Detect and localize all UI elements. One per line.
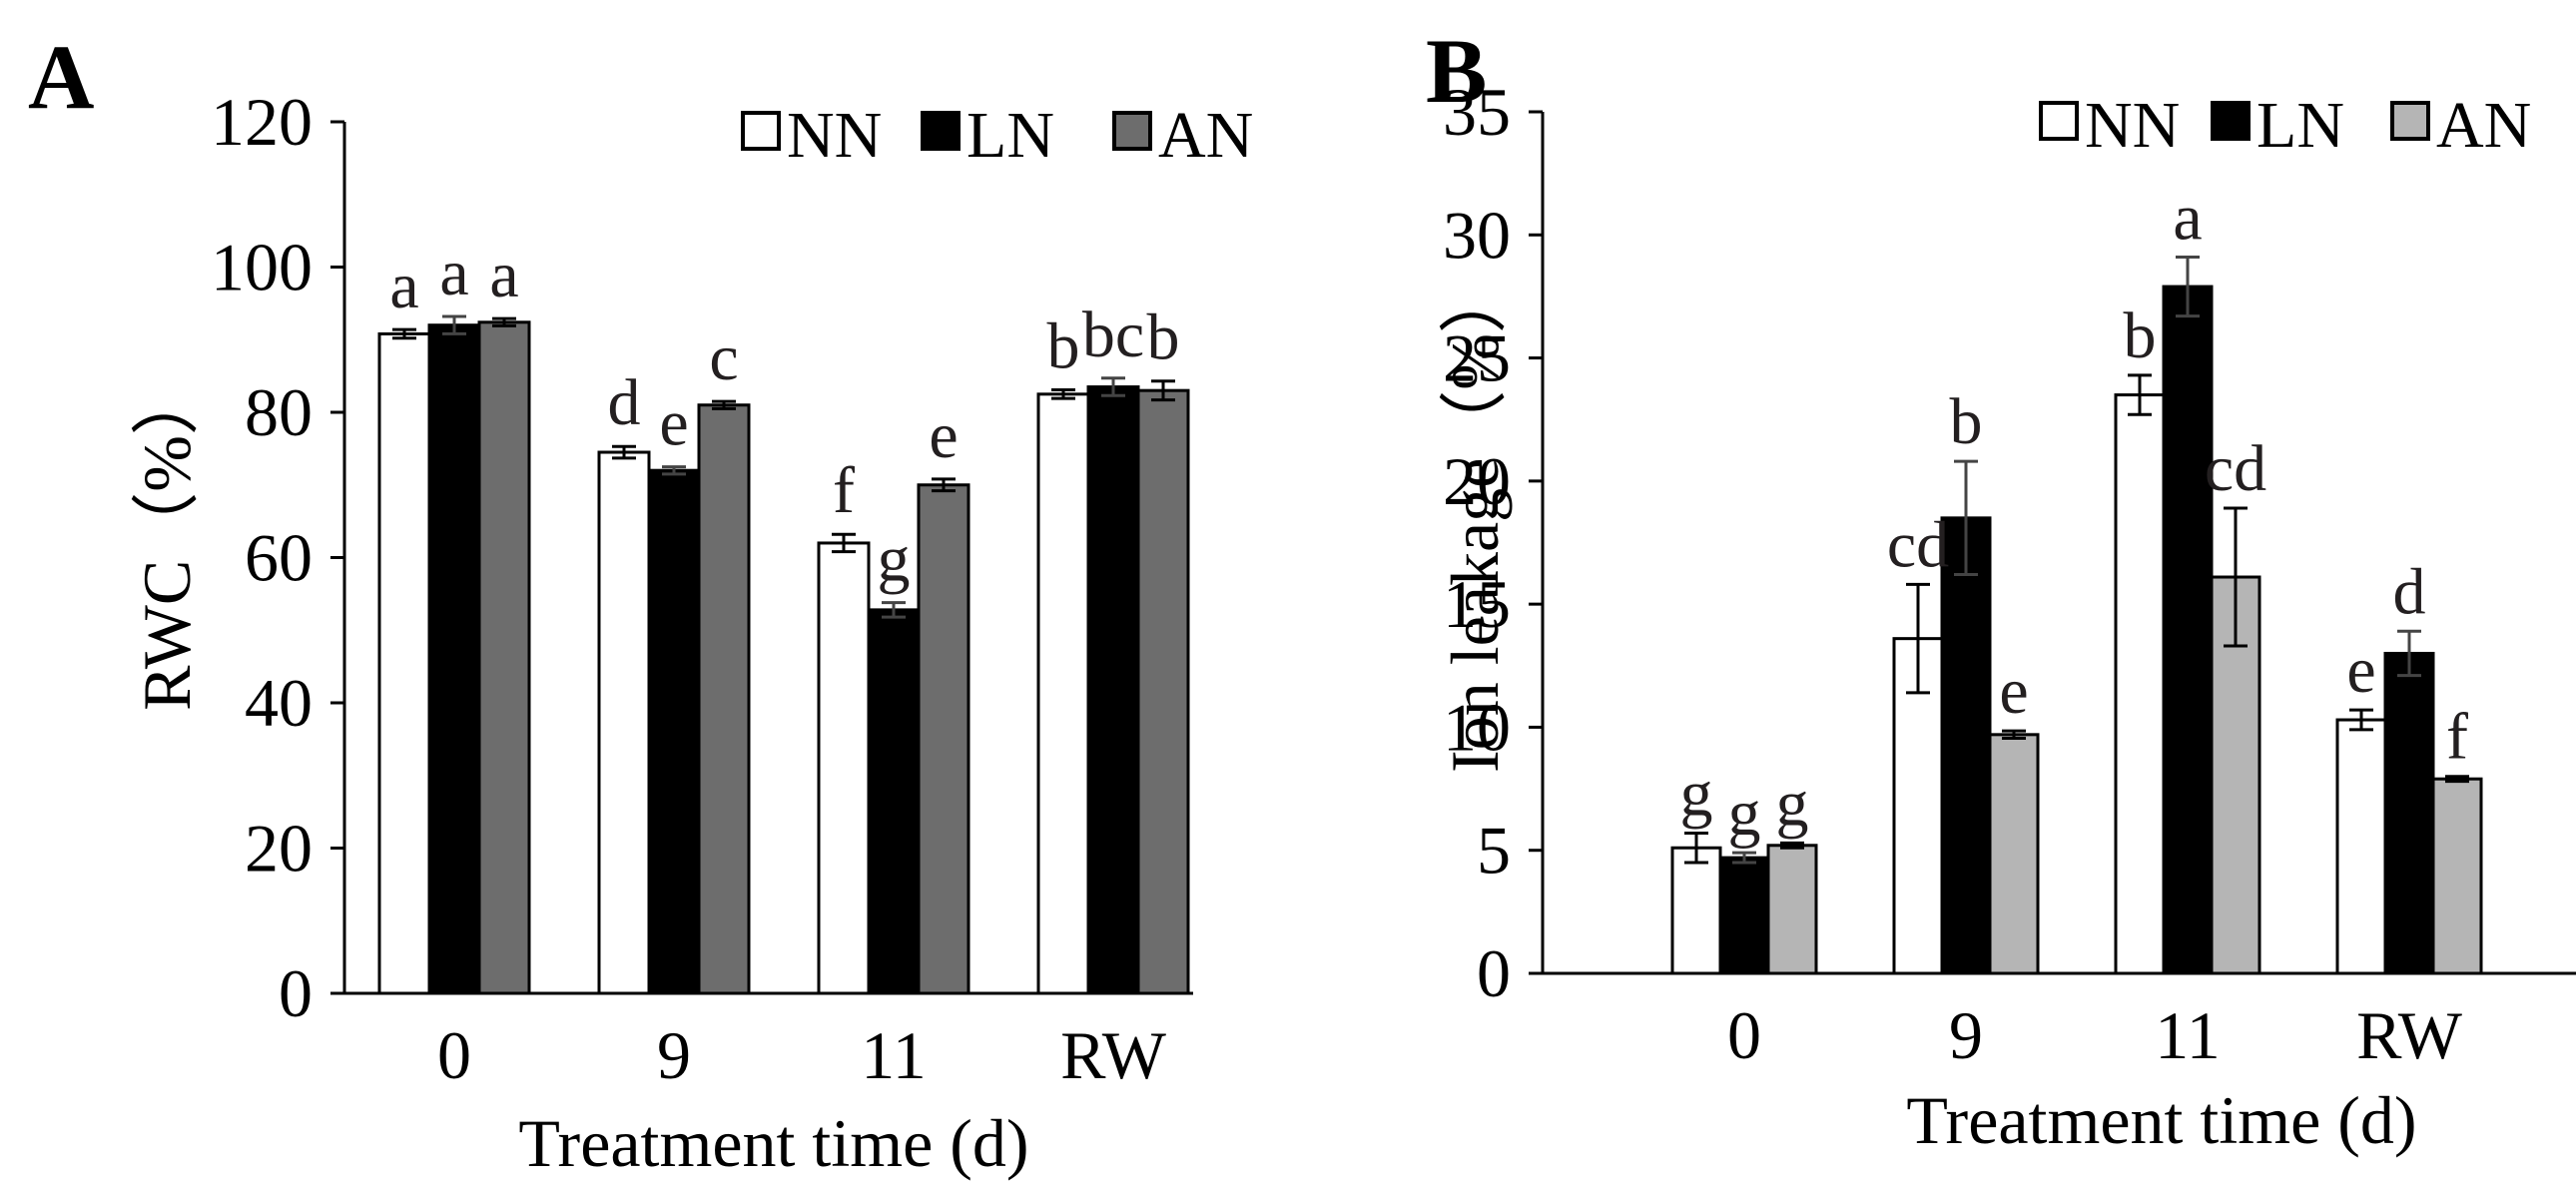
panel-a-bar-an	[697, 403, 751, 995]
panel-a-legend-label-nn: NN	[787, 99, 882, 172]
panel-a-significance-label: b	[1047, 309, 1080, 382]
panel-a-bar-ln	[867, 608, 921, 995]
panel-b-legend-swatch-nn	[2039, 101, 2079, 141]
panel-a-significance-label: e	[659, 387, 688, 460]
panel-b-bar-ln	[2383, 651, 2435, 975]
panel-b-legend-swatch-ln	[2211, 101, 2251, 141]
panel-a-legend-swatch-nn	[741, 111, 781, 151]
panel-b-y-tick-label: 5	[1477, 813, 1511, 889]
panel-a-significance-label: f	[833, 454, 855, 527]
panel-b-y-tick-label: 30	[1443, 197, 1511, 273]
panel-a-significance-label: bc	[1082, 299, 1144, 371]
panel-a-bar-nn	[597, 450, 651, 995]
panel-b-bar-nn	[1670, 846, 1722, 975]
panel-b-x-axis-title: Treatment time (d)	[1906, 1082, 2416, 1158]
panel-a-y-tick-label: 120	[211, 84, 313, 160]
panel-b-bar-an	[1766, 844, 1818, 975]
panel-b-ticks: 0 5 10 15 20 25 30 35 0 9 11 RW	[1443, 74, 2463, 1073]
panel-b-bar-ln	[2162, 285, 2214, 975]
panel-b-y-tick-label: 20	[1443, 443, 1511, 519]
panel-b-x-tick-label: 0	[1727, 997, 1761, 1073]
panel-b-x-tick-label: RW	[2356, 997, 2463, 1073]
panel-b-legend-label-an: AN	[2436, 89, 2531, 162]
panel-b-y-tick-label: 10	[1443, 689, 1511, 765]
panel-a-y-axis-title: RWC（%）	[129, 367, 205, 711]
panel-a-bar-nn	[817, 541, 871, 995]
panel-a-significance-label: a	[489, 239, 518, 311]
panel-a-y-tick-label: 0	[279, 955, 313, 1031]
panel-a-letter: A	[28, 26, 94, 128]
panel-a-legend-swatch-an	[1112, 111, 1152, 151]
panel-b-significance-label: b	[1950, 385, 1983, 458]
panel-a-y-tick-label: 20	[245, 811, 313, 887]
panel-a-significance-label: g	[878, 523, 911, 596]
panel-b-bar-nn	[2114, 393, 2166, 975]
panel-b-x-tick-label: 11	[2155, 997, 2220, 1073]
panel-a-bars	[377, 314, 1190, 995]
panel-b-significance-label: g	[1776, 767, 1809, 840]
panel-b-y-tick-label: 35	[1443, 74, 1511, 150]
panel-b-y-tick-label: 25	[1443, 320, 1511, 396]
panel-b-legend-swatch-an	[2390, 101, 2430, 141]
panel-b-x-tick-label: 9	[1949, 997, 1983, 1073]
panel-a-y-tick-label: 40	[245, 665, 313, 741]
panel-b-significance-label: g	[1680, 757, 1713, 830]
panel-a-significance-label: e	[929, 399, 958, 472]
panel-a-y-tick-label: 60	[245, 520, 313, 596]
panel-a-bar-an	[1136, 388, 1190, 995]
panel-a-x-tick-label: RW	[1060, 1017, 1167, 1093]
panel-b-significance-label: d	[2393, 555, 2426, 628]
panel-b-bar-nn	[1892, 637, 1944, 975]
panel-b-bar-nn	[2335, 718, 2387, 975]
panel-b-legend: NN LN AN	[2039, 89, 2531, 162]
panel-b-y-axis-title: Ion leakage（%）	[1437, 266, 1513, 773]
panel-a-x-tick-label: 9	[657, 1017, 691, 1093]
panel-a-bar-ln	[427, 323, 481, 995]
panel-b-significance-label: b	[2124, 299, 2157, 372]
panel-b-letter: B	[1426, 20, 1487, 122]
panel-a-legend-label-an: AN	[1158, 99, 1253, 172]
panel-b-legend-label-ln: LN	[2256, 89, 2344, 162]
panel-a-x-tick-label: 0	[437, 1017, 471, 1093]
panel-b-legend-label-nn: NN	[2085, 89, 2180, 162]
panel-a-bar-an	[917, 483, 970, 995]
panel-a-bar-nn	[1036, 392, 1090, 995]
panel-a-significance-label: d	[608, 366, 641, 439]
panel-a-ticks: 0 20 40 60 80 100 120 0 9 11 RW	[211, 84, 1167, 1093]
panel-a-significance-label: a	[389, 250, 418, 322]
panel-a-legend-label-ln: LN	[966, 99, 1054, 172]
panel-a-bar-ln	[647, 468, 701, 995]
panel-b-significance-label: e	[2346, 634, 2375, 707]
panel-b-significance-label: g	[1728, 777, 1761, 850]
panel-a-y-tick-label: 100	[211, 230, 313, 305]
panel-b-significance-label: cd	[1887, 508, 1949, 581]
panel-a-significance-label: a	[439, 237, 468, 309]
panel-a-y-tick-label: 80	[245, 374, 313, 450]
panel-b-significance-label: f	[2446, 701, 2468, 774]
panel-a-x-tick-label: 11	[861, 1017, 926, 1093]
panel-a-x-axis-title: Treatment time (d)	[518, 1105, 1028, 1181]
panel-a-legend: NN LN AN	[741, 99, 1253, 172]
panel-b-bar-an	[2431, 777, 2483, 975]
panel-a-legend-swatch-ln	[921, 111, 961, 151]
panel-b-significance-label: e	[1999, 655, 2028, 728]
panel-a-bar-nn	[377, 331, 431, 995]
panel-b-significance-label: a	[2173, 181, 2202, 254]
panel-b-y-tick-label: 0	[1477, 935, 1511, 1011]
panel-b-bar-ln	[1940, 516, 1992, 975]
panel-a-significance-label: b	[1147, 301, 1180, 374]
panel-b-y-tick-label: 15	[1443, 566, 1511, 642]
panel-a-bar-an	[477, 320, 531, 995]
panel-b-bars	[1670, 255, 2483, 975]
panel-a-bar-ln	[1086, 385, 1140, 995]
panel-a-significance-label: c	[709, 321, 738, 394]
panel-b-significance-label: cd	[2205, 432, 2266, 505]
panel-b-bar-an	[1988, 733, 2040, 975]
panel-b-bar-ln	[1718, 856, 1770, 975]
